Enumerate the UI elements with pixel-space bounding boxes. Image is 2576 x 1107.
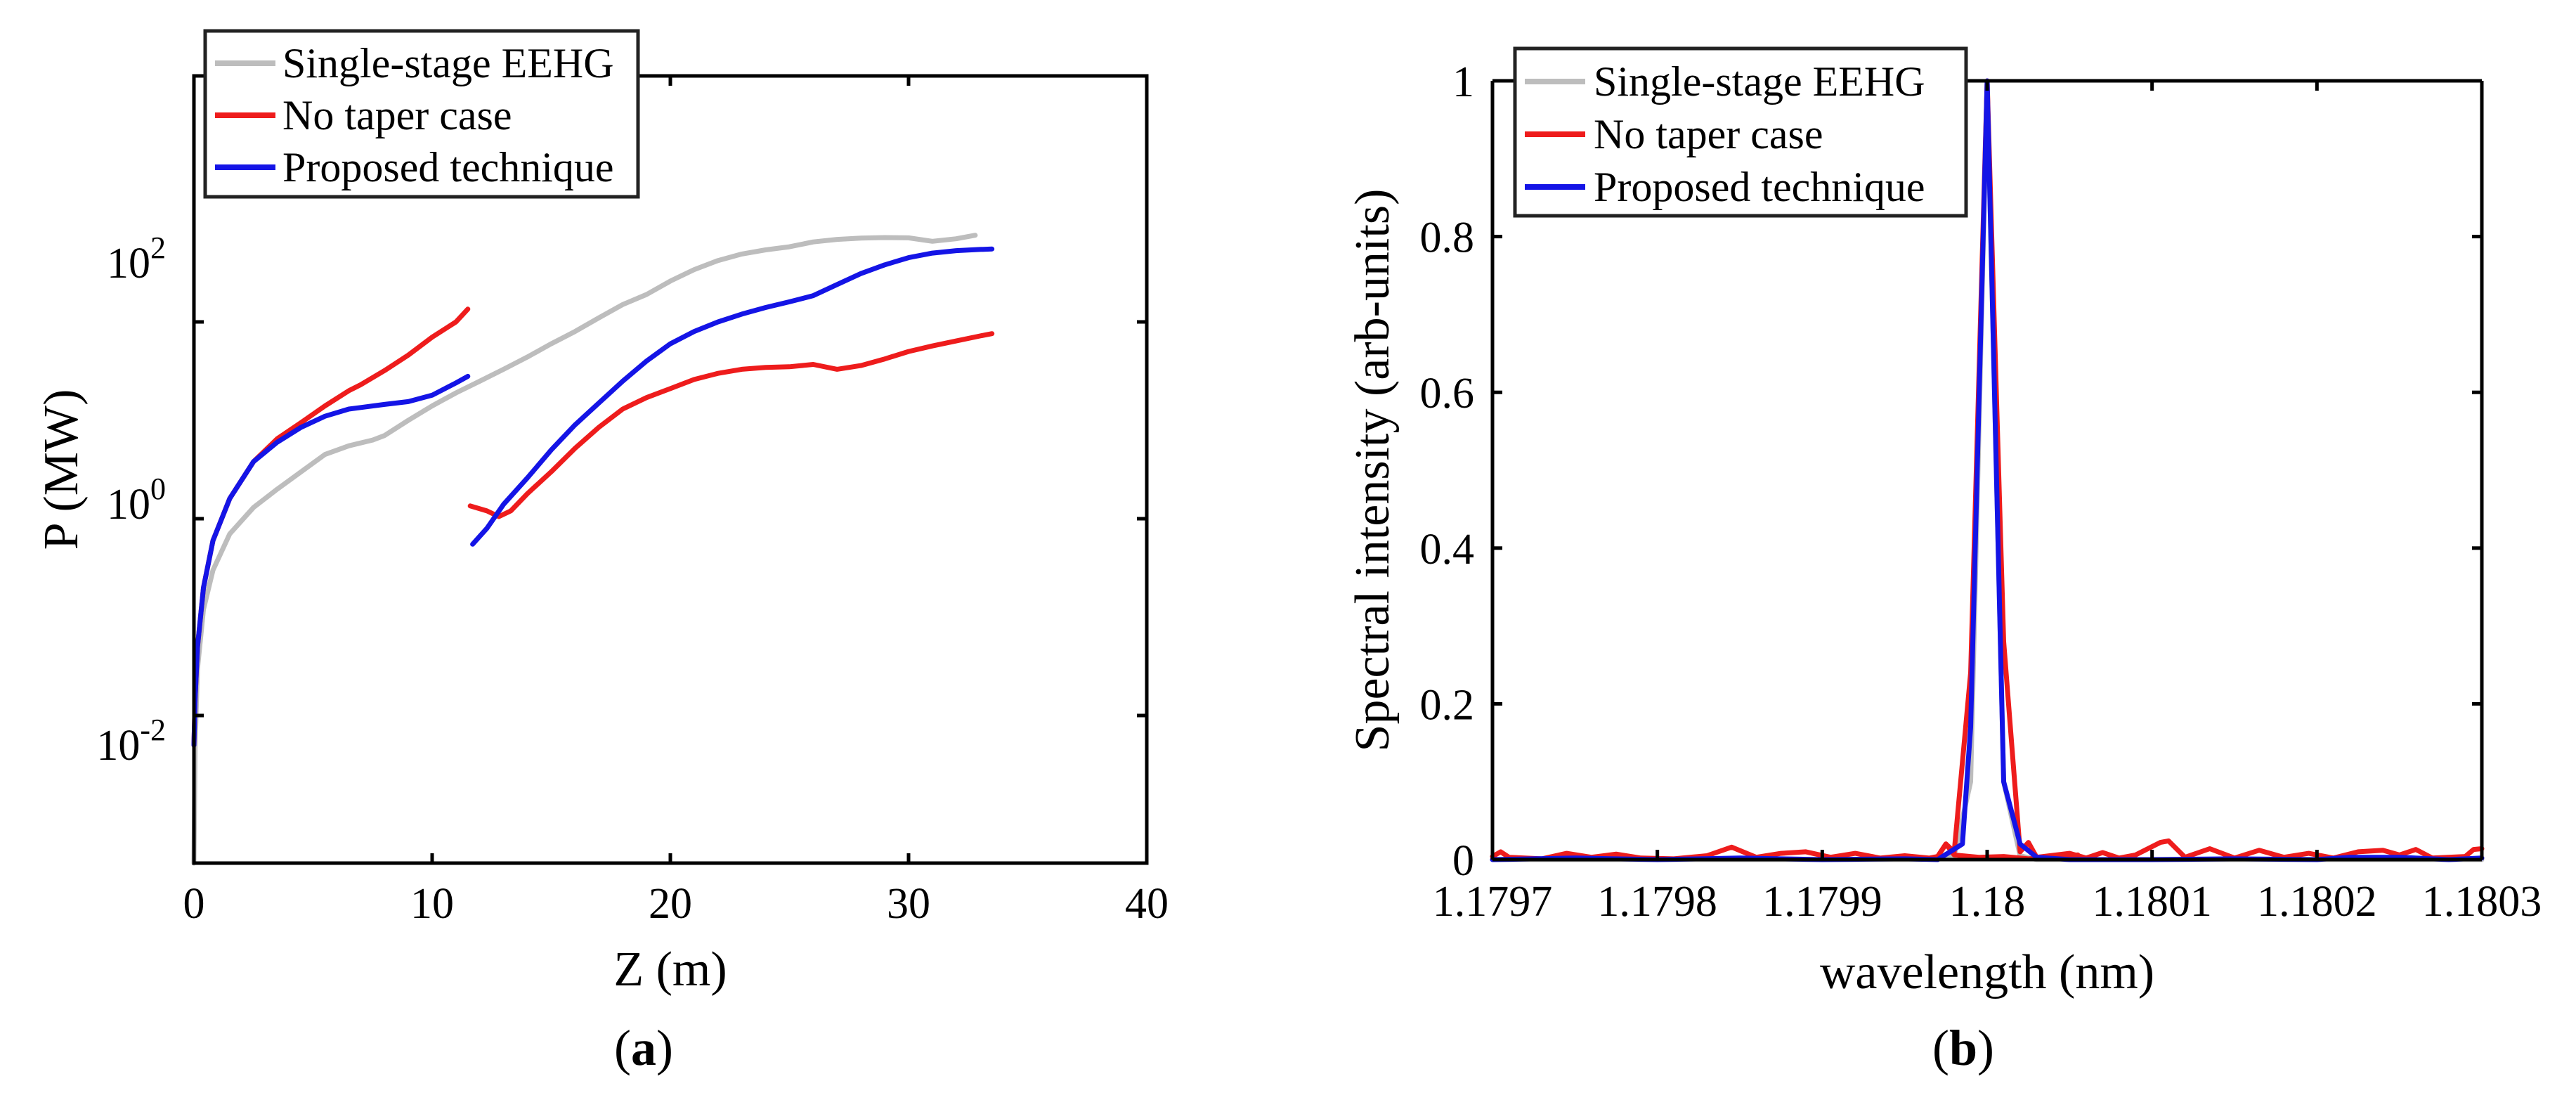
chart-b-y-tick-label: 0.8 [1420,214,1475,262]
chart-a-x-tick-label: 0 [183,880,205,928]
chart-a: Single-stage EEHG No taper case Proposed… [34,29,1169,1076]
chart-b-legend-label-single-stage: Single-stage EEHG [1594,58,1925,105]
chart-b-x-tick-label: 1.18 [1949,878,2026,926]
chart-a-x-tick-label: 10 [410,880,454,928]
chart-b-y-axis-label: Spectral intensity (arb-units) [1346,189,1400,752]
chart-b-x-tick-label: 1.1799 [1762,878,1882,926]
chart-a-y-tick-label: 10-2 [96,713,166,770]
chart-b-x-tick-label: 1.1803 [2422,878,2542,926]
chart-b-x-tick-label: 1.1798 [1597,878,1717,926]
chart-a-frame [192,74,1149,865]
chart-b-y-tick-label: 0.6 [1420,370,1475,417]
chart-a-legend-label-proposed: Proposed technique [282,144,614,190]
chart-a-series-single-stage-eehg-seg0 [191,233,978,866]
chart-b-legend: Single-stage EEHG No taper case Proposed… [1513,46,1968,218]
chart-b: Single-stage EEHG No taper case Proposed… [1346,46,2542,1076]
chart-b-y-tick-labels: 0 0.2 0.4 0.6 0.8 1 [1420,58,1475,885]
chart-a-y-tick-label: 102 [107,231,166,287]
chart-a-series-no-taper-case-seg1 [467,331,995,519]
chart-b-caption: (b) [1932,1020,1994,1076]
chart-b-x-tick-labels: 1.1797 1.1798 1.1799 1.18 1.1801 1.1802 1.1803 [1433,878,2542,926]
chart-b-legend-label-no-taper: No taper case [1594,111,1823,157]
chart-b-y-tick-label: 0 [1452,837,1474,885]
chart-a-y-axis-label: P (MW) [34,389,89,550]
chart-a-legend-label-single-stage: Single-stage EEHG [282,40,614,86]
chart-a-series-proposed-technique-seg0 [191,373,471,748]
chart-b-x-tick-label: 1.1802 [2257,878,2377,926]
chart-a-x-tick-label: 20 [649,880,692,928]
chart-b-legend-label-proposed: Proposed technique [1594,164,1925,210]
chart-a-y-tick-labels: 102 100 10-2 [96,231,166,770]
chart-a-legend-label-no-taper: No taper case [282,92,512,138]
chart-a-plot-area [194,76,1147,863]
chart-b-y-tick-label: 0.4 [1420,526,1475,574]
chart-a-legend: Single-stage EEHG No taper case Proposed… [203,29,640,199]
chart-a-x-tick-label: 30 [887,880,930,928]
chart-a-series-proposed-technique-seg1 [470,246,995,547]
chart-b-x-tick-label: 1.1801 [2092,878,2212,926]
chart-a-y-tick-label: 100 [107,472,166,529]
chart-b-x-axis-label: wavelength (nm) [1820,945,2154,999]
chart-a-x-axis-label: Z (m) [613,943,727,997]
chart-b-legend-box [1513,46,1968,218]
chart-a-caption: (a) [614,1020,673,1076]
chart-a-legend-box [203,29,640,199]
chart-b-series-no-taper-case-seg0 [1490,841,2081,862]
chart-a-series-group [191,233,995,866]
chart-a-x-tick-label: 40 [1125,880,1169,928]
chart-b-y-tick-label: 0.2 [1420,681,1475,729]
chart-b-y-tick-label: 1 [1452,58,1474,106]
chart-b-x-tick-label: 1.1797 [1433,878,1553,926]
chart-a-x-tick-labels: 0 10 20 30 40 [183,880,1169,928]
